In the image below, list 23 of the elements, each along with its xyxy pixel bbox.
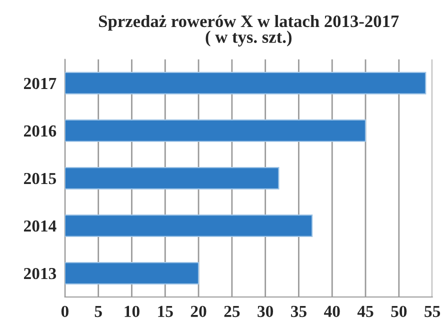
x-tick-label: 50 (391, 306, 407, 318)
x-tick-label: 0 (61, 306, 68, 318)
x-tick-label: 20 (190, 306, 206, 318)
x-tick-label: 30 (258, 306, 274, 318)
x-tick-label: 40 (324, 306, 340, 318)
x-tick-label: 55 (424, 306, 440, 318)
x-tick-label: 25 (224, 306, 240, 318)
bar (64, 119, 366, 142)
x-tick-label: 15 (158, 306, 173, 318)
bar (64, 166, 280, 190)
chart-title: Sprzedaż rowerów X w latach 2013-2017 ( w tys. szt.) (99, 14, 399, 46)
x-tick-label: 45 (357, 306, 374, 318)
bar (64, 262, 200, 284)
bar (64, 72, 426, 94)
x-tick-label: 5 (94, 306, 102, 318)
x-tick-label: 35 (291, 306, 306, 318)
x-tick-label: 10 (124, 306, 140, 318)
y-tick-label: 2017 (24, 78, 56, 90)
bar (64, 214, 313, 237)
y-tick-label: 2014 (24, 220, 56, 232)
y-tick-label: 2015 (24, 172, 56, 184)
y-tick-label: 2016 (24, 125, 56, 137)
y-tick-label: 2013 (24, 268, 56, 280)
